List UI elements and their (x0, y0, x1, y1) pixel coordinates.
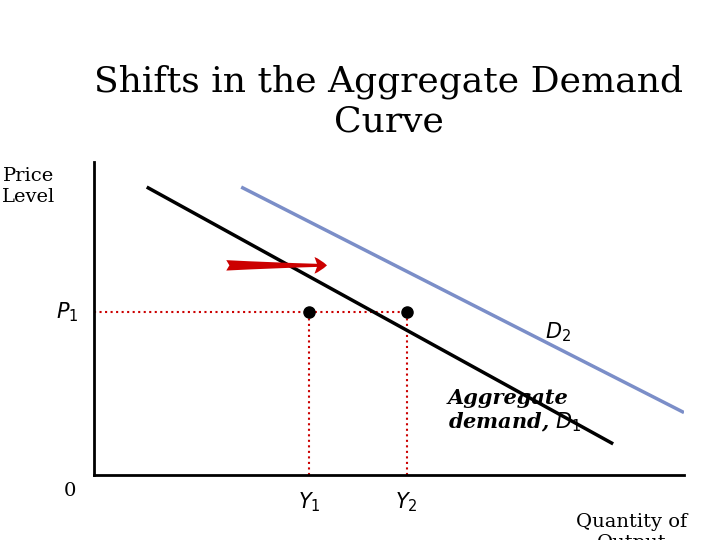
Text: $D_2$: $D_2$ (545, 321, 571, 345)
Text: $Y_2$: $Y_2$ (395, 491, 418, 515)
Text: $Y_1$: $Y_1$ (298, 491, 320, 515)
Text: 0: 0 (64, 482, 76, 500)
Text: Quantity of
Output: Quantity of Output (576, 513, 688, 540)
Text: Aggregate
demand, $D_1$: Aggregate demand, $D_1$ (448, 388, 582, 434)
Text: Shifts in the Aggregate Demand
Curve: Shifts in the Aggregate Demand Curve (94, 65, 683, 139)
Text: Price
Level: Price Level (2, 167, 55, 206)
Text: $P_1$: $P_1$ (56, 301, 79, 324)
